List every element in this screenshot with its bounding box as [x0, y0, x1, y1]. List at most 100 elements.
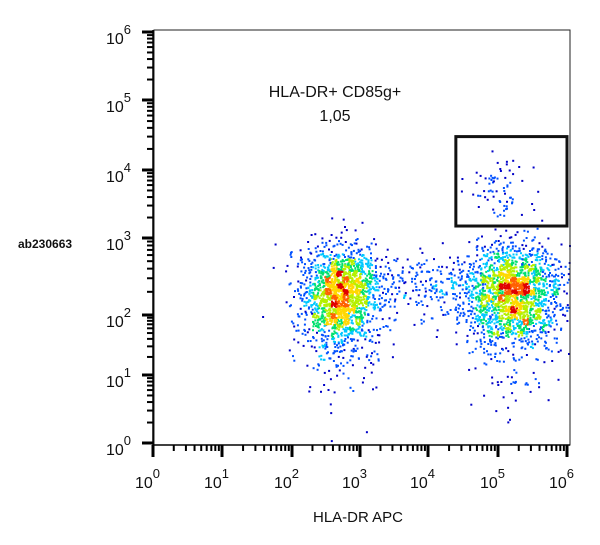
- data-point: [498, 274, 501, 277]
- data-point: [539, 273, 541, 276]
- data-point: [418, 289, 421, 291]
- data-point: [501, 252, 504, 255]
- data-point: [499, 235, 502, 238]
- data-point: [337, 256, 340, 259]
- data-point: [484, 283, 487, 286]
- data-point: [354, 260, 357, 263]
- data-point: [543, 262, 546, 265]
- data-point: [502, 286, 505, 289]
- data-point: [491, 382, 494, 385]
- data-point: [323, 304, 326, 307]
- data-point: [315, 250, 318, 253]
- data-point: [355, 242, 358, 245]
- data-point: [491, 286, 494, 288]
- data-point: [359, 273, 361, 276]
- data-point: [537, 292, 540, 295]
- gate-rectangle[interactable]: [454, 135, 569, 228]
- data-point: [314, 284, 317, 287]
- data-point: [548, 275, 551, 278]
- data-point: [324, 291, 327, 294]
- data-point: [315, 339, 318, 342]
- data-point: [328, 369, 331, 372]
- data-point: [290, 320, 293, 323]
- data-point: [492, 285, 495, 288]
- data-point: [519, 314, 522, 317]
- data-point: [545, 260, 547, 263]
- data-point: [505, 296, 508, 299]
- data-point: [491, 328, 494, 331]
- data-point: [324, 299, 327, 302]
- data-point: [341, 253, 344, 256]
- data-point: [297, 262, 300, 265]
- data-point: [347, 313, 349, 316]
- data-point: [457, 307, 460, 310]
- data-point: [525, 294, 527, 297]
- data-point: [534, 329, 537, 332]
- data-point: [517, 282, 520, 285]
- data-point: [524, 262, 527, 265]
- data-point: [524, 315, 527, 317]
- data-point: [512, 253, 515, 256]
- data-point: [336, 374, 339, 377]
- data-point: [392, 276, 395, 279]
- data-point: [336, 321, 339, 324]
- data-point: [326, 291, 329, 293]
- data-point: [350, 339, 353, 342]
- data-point: [525, 305, 528, 308]
- data-point: [522, 279, 525, 282]
- data-point: [334, 350, 337, 353]
- data-point: [568, 278, 570, 281]
- data-point: [306, 276, 309, 279]
- data-point: [355, 263, 358, 266]
- data-point: [560, 243, 563, 246]
- data-point: [307, 248, 310, 250]
- data-point: [389, 329, 392, 332]
- data-point: [347, 377, 350, 380]
- data-point: [387, 261, 390, 264]
- data-point: [372, 315, 375, 318]
- data-point: [328, 248, 330, 251]
- data-point: [317, 295, 320, 298]
- data-point: [328, 276, 331, 279]
- data-point: [448, 277, 450, 280]
- data-point: [508, 253, 511, 256]
- data-point: [367, 262, 370, 265]
- data-point: [497, 320, 500, 323]
- data-point: [515, 299, 518, 302]
- data-point: [511, 247, 514, 250]
- data-point: [532, 314, 535, 317]
- data-point: [477, 295, 480, 298]
- data-point: [354, 267, 357, 270]
- data-point: [478, 316, 481, 319]
- data-point: [545, 258, 548, 261]
- data-point: [503, 323, 505, 326]
- data-point: [372, 296, 375, 299]
- data-point: [531, 343, 534, 346]
- data-point: [521, 285, 524, 288]
- data-point: [349, 273, 352, 276]
- data-point: [495, 321, 498, 324]
- data-point: [327, 293, 330, 296]
- data-point: [361, 269, 364, 272]
- data-point: [342, 291, 345, 293]
- data-point: [519, 331, 522, 334]
- data-point: [536, 302, 539, 305]
- data-point: [538, 282, 541, 285]
- data-point: [329, 298, 332, 301]
- data-point: [398, 286, 401, 289]
- data-point: [416, 263, 419, 266]
- data-point: [327, 266, 330, 269]
- data-point: [497, 384, 500, 386]
- data-point: [498, 297, 501, 300]
- data-point: [521, 293, 524, 296]
- data-point: [499, 242, 502, 245]
- data-point: [338, 308, 341, 311]
- data-point: [417, 294, 420, 297]
- data-point: [518, 279, 520, 282]
- data-point: [552, 280, 554, 283]
- data-point: [318, 297, 321, 300]
- data-point: [340, 331, 343, 334]
- data-point: [315, 322, 318, 325]
- data-point: [527, 296, 530, 299]
- data-point: [362, 307, 365, 310]
